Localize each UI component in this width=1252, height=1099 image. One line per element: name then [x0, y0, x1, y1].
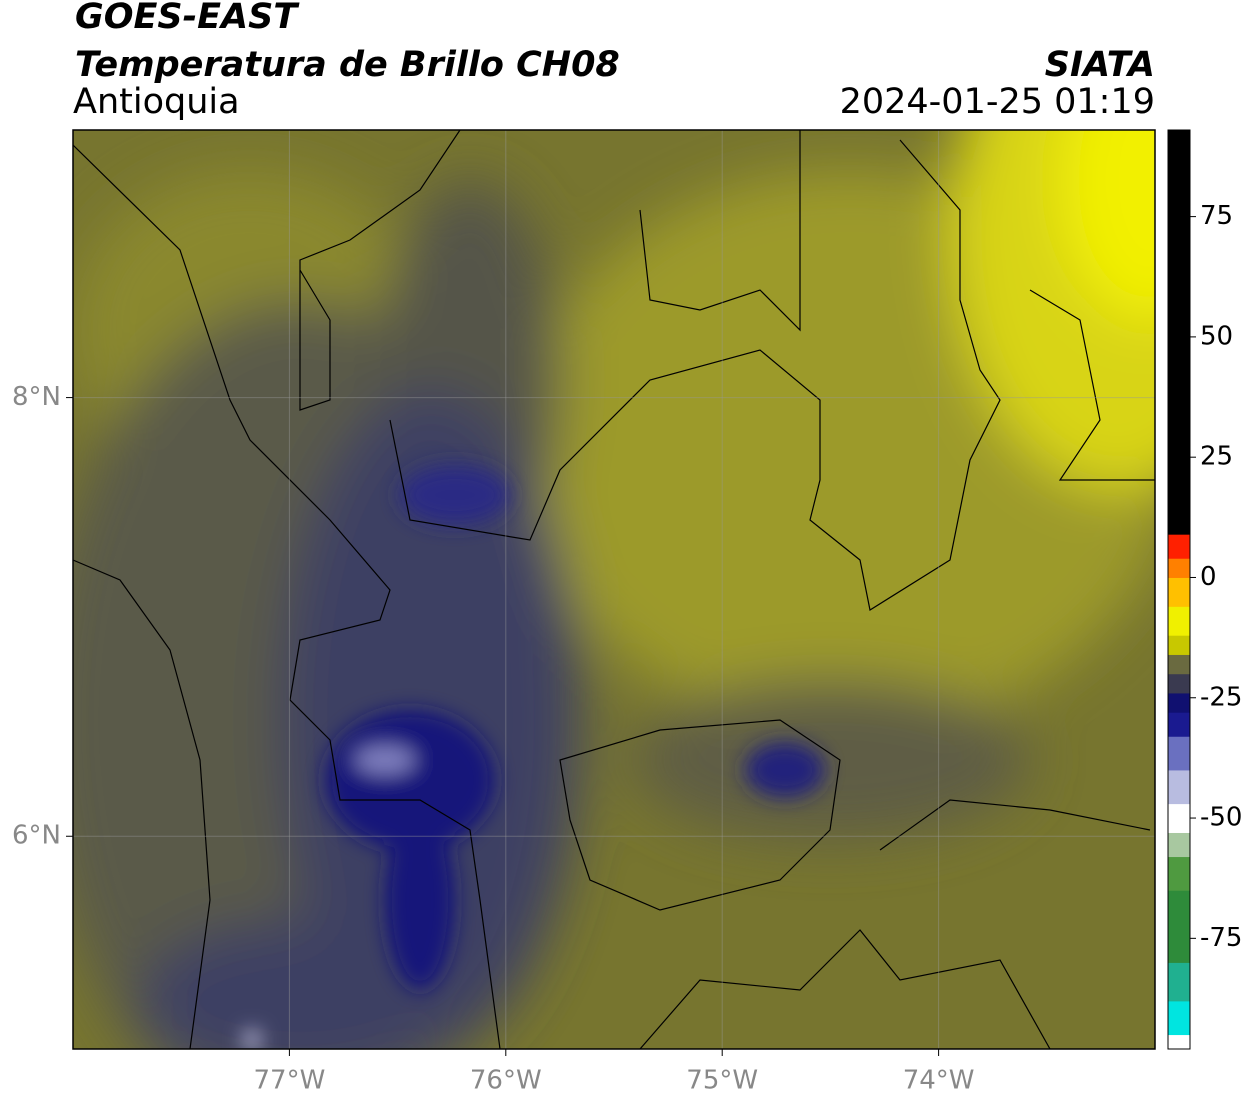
colorbar-segment — [1168, 803, 1190, 833]
colorbar-tick-label: 0 — [1200, 562, 1217, 592]
colorbar-tick-label: -75 — [1200, 923, 1242, 953]
y-tick-label: 8°N — [12, 382, 61, 412]
colorbar-tick-label: 50 — [1200, 321, 1233, 351]
colorbar-segment — [1168, 736, 1190, 771]
colorbar-tick-label: -25 — [1200, 682, 1242, 712]
colorbar-segment — [1168, 534, 1190, 559]
colorbar-segment — [1168, 962, 1190, 1002]
colorbar-segment — [1168, 654, 1190, 675]
colorbar-segment — [1168, 130, 1190, 535]
x-tick-label: 75°W — [686, 1066, 758, 1096]
source: SIATA — [1045, 45, 1155, 85]
colorbar-frame — [1167, 129, 1191, 1050]
colorbar-segment — [1168, 832, 1190, 858]
map-frame — [72, 129, 1156, 1050]
region: Antioquia — [73, 82, 240, 122]
colorbar-segment — [1168, 606, 1190, 636]
y-tick-label: 6°N — [12, 821, 61, 851]
colorbar-segment — [1168, 1034, 1190, 1050]
x-tick-label: 77°W — [254, 1066, 326, 1096]
datetime: 2024-01-25 01:19 — [840, 82, 1155, 122]
colorbar-segment — [1168, 856, 1190, 891]
colorbar-segment — [1168, 635, 1190, 655]
satellite-field — [73, 130, 1155, 1049]
colorbar-segment — [1168, 558, 1190, 578]
colorbar-tick-label: 75 — [1200, 201, 1233, 231]
title: GOES-EAST — [75, 0, 300, 37]
colorbar-segment — [1168, 890, 1190, 963]
colorbar-segment — [1168, 769, 1190, 805]
x-tick-label: 76°W — [470, 1066, 542, 1096]
colorbar-segment — [1168, 673, 1190, 694]
colorbar-segment — [1168, 1000, 1190, 1036]
colorbar-segment — [1168, 692, 1190, 713]
colorbar-segment — [1168, 712, 1190, 737]
subtitle: Temperatura de Brillo CH08 — [75, 45, 620, 85]
x-tick-label: 74°W — [903, 1066, 975, 1096]
colorbar-segment — [1168, 577, 1190, 607]
colorbar-tick-label: 25 — [1200, 442, 1233, 472]
colorbar-tick-label: -50 — [1200, 803, 1242, 833]
